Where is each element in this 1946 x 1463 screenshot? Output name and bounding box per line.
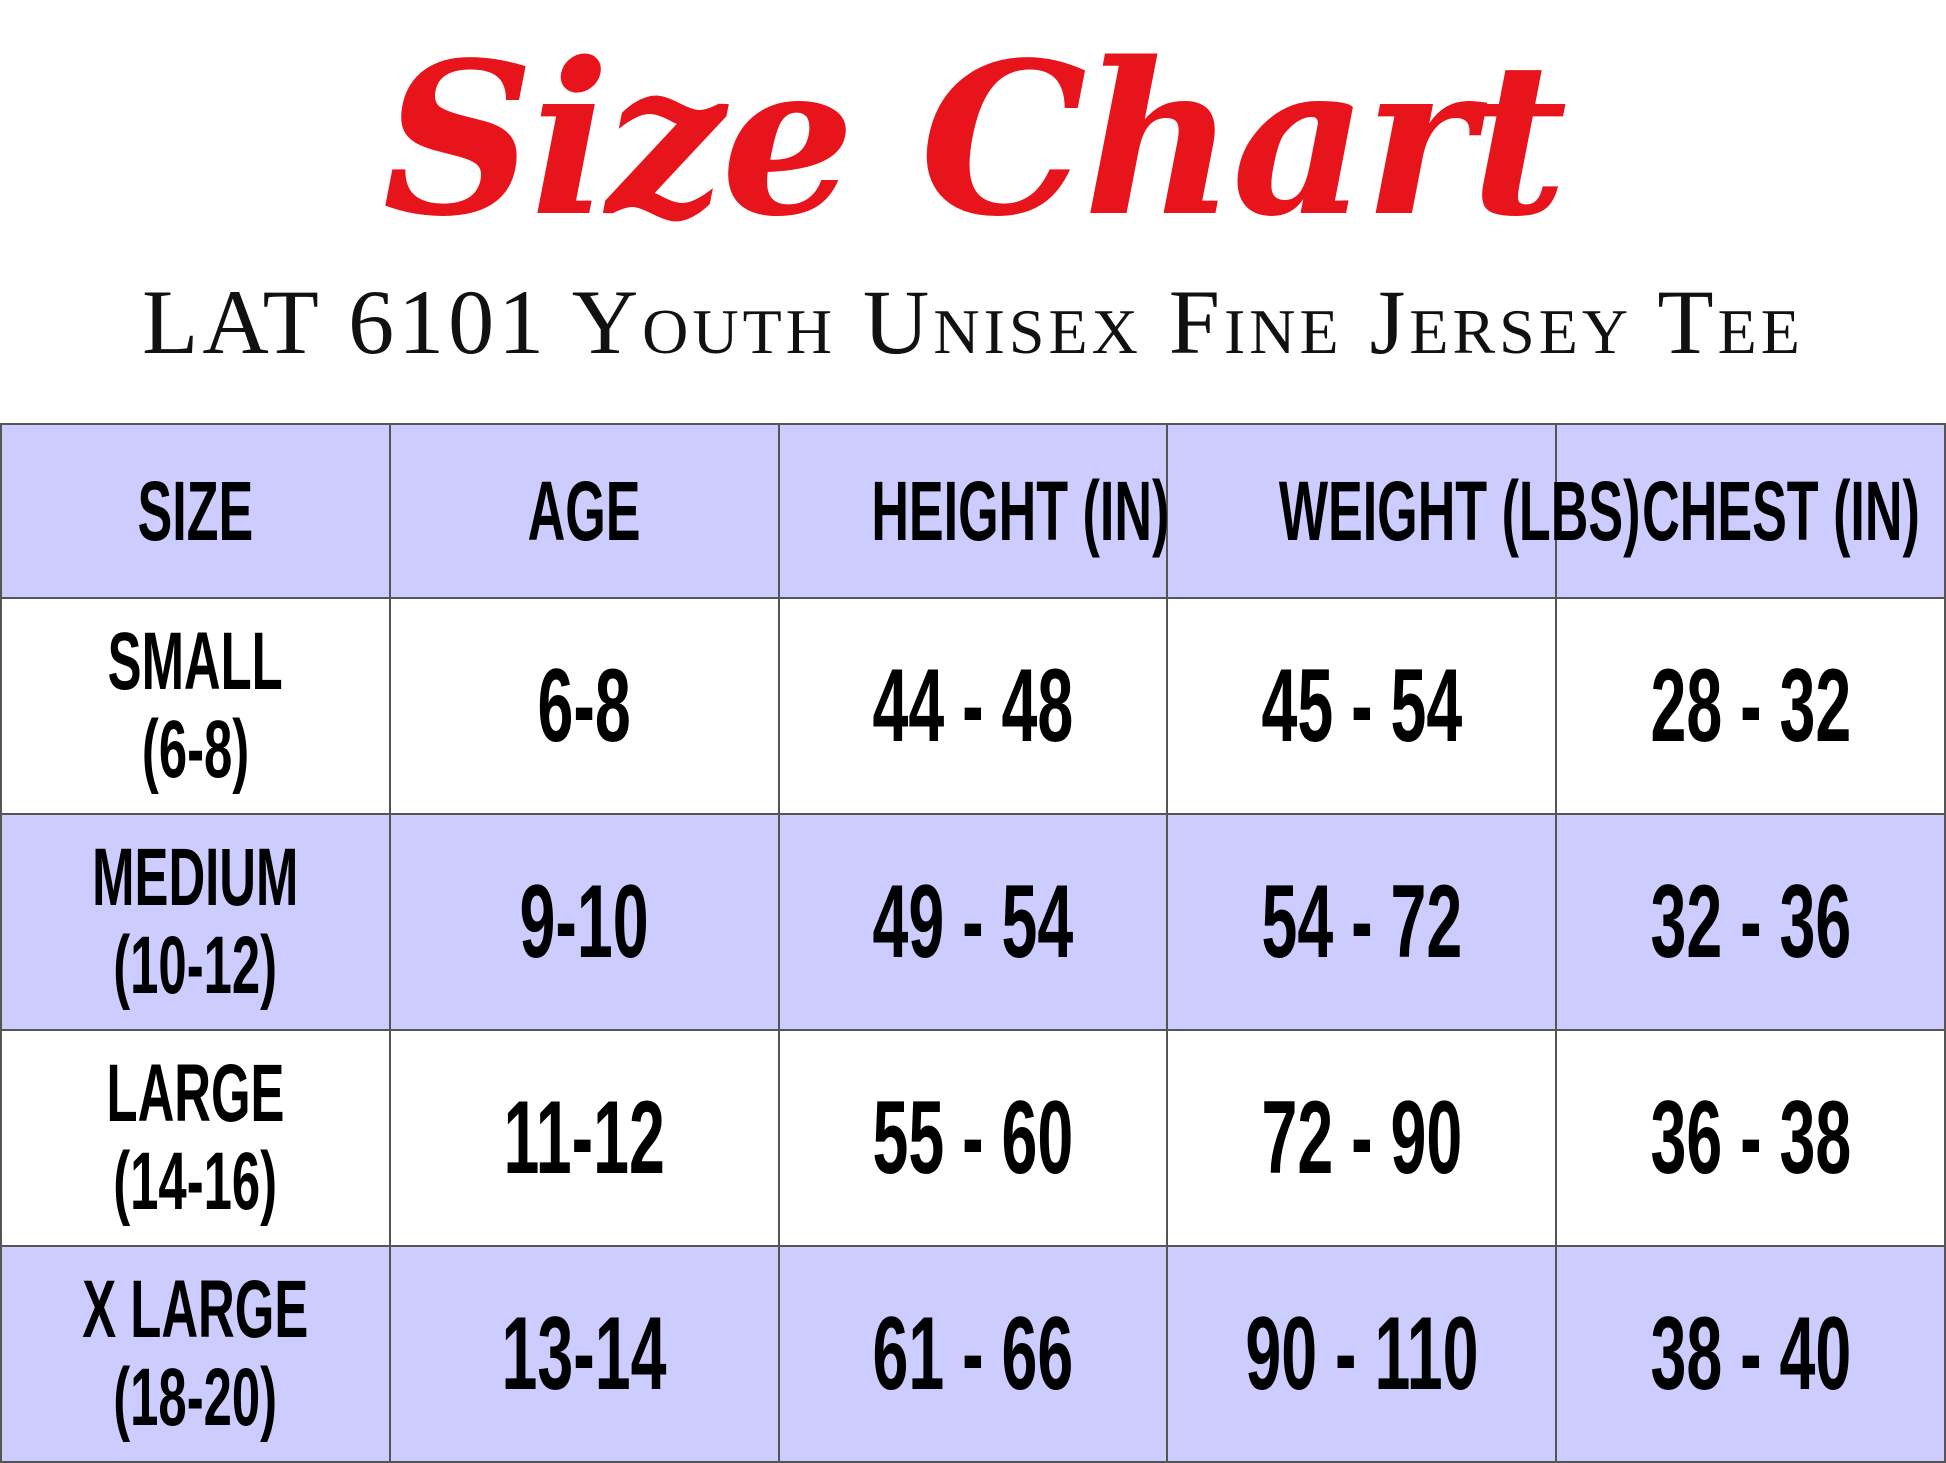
table-row: LARGE (14-16) 11-12 55 - 60 72 - 90 36 - … — [0, 1029, 1946, 1247]
chest-cell: 36 - 38 — [1555, 1029, 1946, 1247]
page-subtitle: LAT 6101 Youth Unisex Fine Jersey Tee — [142, 271, 1804, 373]
header-chest: CHEST (IN) — [1555, 423, 1946, 599]
page-title: Size Chart — [382, 16, 1568, 263]
age-cell: 11-12 — [388, 1029, 780, 1247]
table-row: SMALL (6-8) 6-8 44 - 48 45 - 54 28 - 32 — [0, 597, 1946, 815]
header-height: HEIGHT (IN) — [777, 423, 1169, 599]
weight-cell: 54 - 72 — [1166, 813, 1558, 1031]
size-cell: LARGE (14-16) — [0, 1029, 391, 1247]
header-size: SIZE — [0, 423, 391, 599]
height-cell: 61 - 66 — [777, 1245, 1169, 1463]
age-cell: 13-14 — [388, 1245, 780, 1463]
weight-cell: 90 - 110 — [1166, 1245, 1558, 1463]
height-cell: 44 - 48 — [777, 597, 1169, 815]
table-header-row: SIZE AGE HEIGHT (IN) WEIGHT (LBS) CHEST … — [0, 423, 1946, 599]
header-age: AGE — [388, 423, 780, 599]
weight-cell: 72 - 90 — [1166, 1029, 1558, 1247]
age-cell: 6-8 — [388, 597, 780, 815]
size-cell: SMALL (6-8) — [0, 597, 391, 815]
size-chart-table: SIZE AGE HEIGHT (IN) WEIGHT (LBS) CHEST … — [0, 423, 1946, 1463]
size-cell: X LARGE (18-20) — [0, 1245, 391, 1463]
header-weight: WEIGHT (LBS) — [1166, 423, 1641, 599]
table-row: X LARGE (18-20) 13-14 61 - 66 90 - 110 38… — [0, 1245, 1946, 1463]
height-cell: 49 - 54 — [777, 813, 1169, 1031]
weight-cell: 45 - 54 — [1166, 597, 1558, 815]
height-cell: 55 - 60 — [777, 1029, 1169, 1247]
chest-cell: 28 - 32 — [1555, 597, 1946, 815]
chest-cell: 32 - 36 — [1555, 813, 1946, 1031]
table-row: MEDIUM (10-12) 9-10 49 - 54 54 - 72 32 - … — [0, 813, 1946, 1031]
age-cell: 9-10 — [388, 813, 780, 1031]
chest-cell: 38 - 40 — [1555, 1245, 1946, 1463]
size-cell: MEDIUM (10-12) — [0, 813, 391, 1031]
